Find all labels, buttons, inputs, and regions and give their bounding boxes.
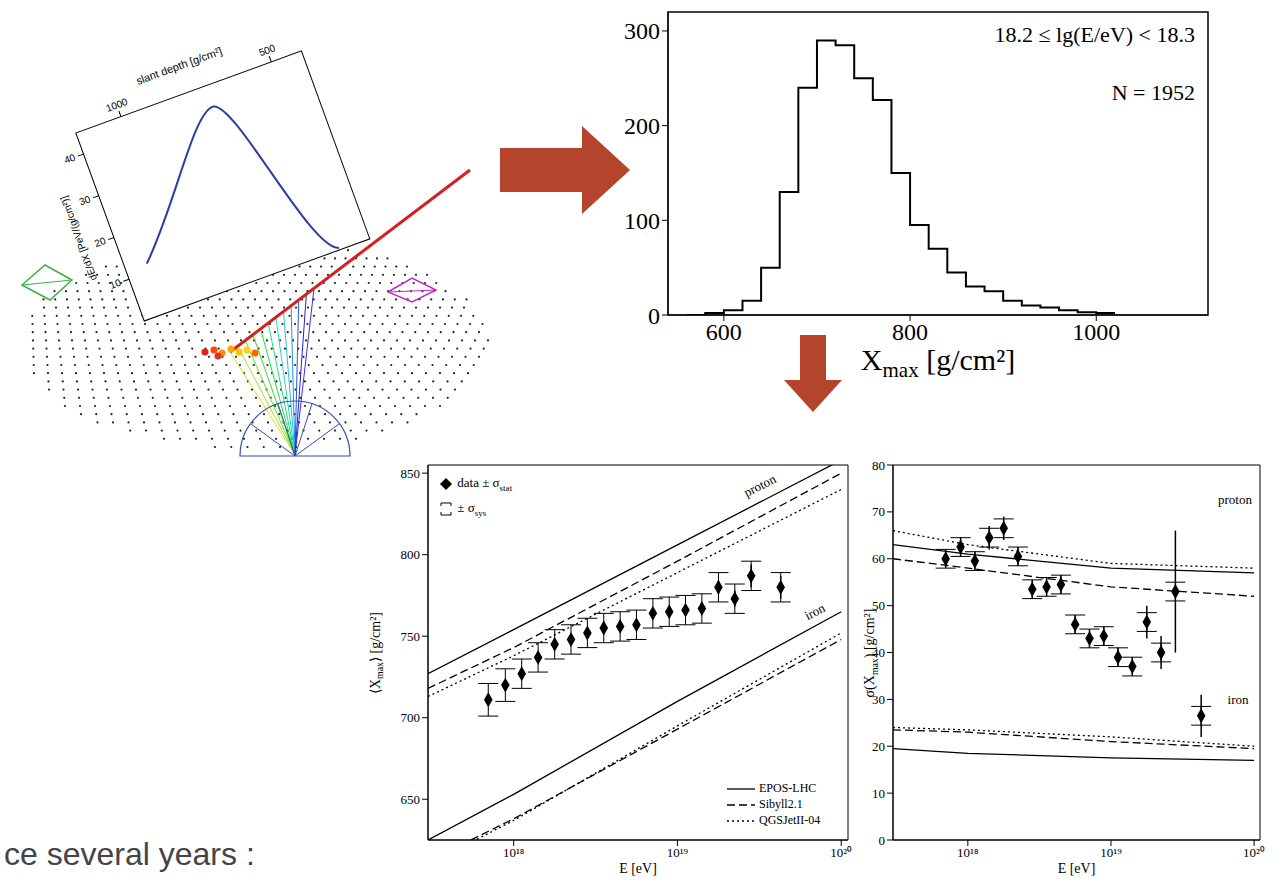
svg-text:30: 30 [78, 193, 93, 207]
svg-text:800: 800 [401, 547, 421, 562]
svg-text:700: 700 [401, 710, 421, 725]
svg-text:10²⁰: 10²⁰ [1243, 845, 1265, 860]
svg-text:10¹⁹: 10¹⁹ [1100, 845, 1122, 860]
svg-text:300: 300 [624, 18, 660, 44]
svg-text:10¹⁹: 10¹⁹ [667, 845, 689, 860]
svg-text:dE/dX [PeV/(g/cm²)]: dE/dX [PeV/(g/cm²)] [58, 195, 99, 283]
html-text:proton: proton [1218, 492, 1252, 507]
svg-text:650: 650 [401, 792, 421, 807]
html-text:⟨X: ⟨X [367, 678, 383, 694]
svg-text:10²⁰: 10²⁰ [830, 845, 852, 860]
svg-text:60: 60 [872, 551, 885, 566]
svg-text:10¹⁸: 10¹⁸ [503, 845, 525, 860]
html-text:Xmax[g/cm²]: Xmax[g/cm²] [860, 343, 1016, 382]
html-text:ce several years :: ce several years : [4, 836, 255, 872]
html-text:QGSJetII-04: QGSJetII-04 [759, 813, 821, 827]
svg-text:500: 500 [257, 42, 277, 58]
svg-text:800: 800 [892, 319, 928, 345]
svg-text:40: 40 [63, 151, 78, 165]
html-text:max: max [374, 661, 386, 679]
svg-text:1000: 1000 [1072, 319, 1120, 345]
svg-text:10¹⁸: 10¹⁸ [957, 845, 979, 860]
html-text:⟩ [g/cm²]: ⟩ [g/cm²] [367, 611, 383, 662]
html-text:E [eV]: E [eV] [1057, 861, 1096, 876]
html-text:iron: iron [1227, 692, 1249, 707]
svg-text:850: 850 [401, 466, 421, 481]
svg-text:1000: 1000 [104, 96, 129, 114]
svg-text:30: 30 [872, 692, 885, 707]
html-text:Sibyll2.1: Sibyll2.1 [759, 797, 803, 811]
svg-text:10: 10 [108, 277, 123, 291]
svg-text:100: 100 [624, 208, 660, 234]
svg-text:50: 50 [872, 598, 885, 614]
html-text:18.2 ≤ lg(E/eV) < 18.3: 18.2 ≤ lg(E/eV) < 18.3 [994, 22, 1195, 47]
html-text:data ± σstat: data ± σstat [457, 475, 513, 493]
svg-text:600: 600 [706, 319, 742, 345]
svg-text:20: 20 [872, 739, 885, 754]
svg-text:70: 70 [872, 504, 885, 519]
svg-text:0: 0 [879, 833, 886, 848]
svg-text:80: 80 [872, 458, 885, 473]
html-text:proton: proton [741, 471, 779, 500]
svg-text:slant depth [g/cm²]: slant depth [g/cm²] [134, 45, 223, 87]
html-text:max: max [868, 657, 880, 675]
html-text:iron: iron [802, 600, 828, 623]
svg-text:200: 200 [624, 113, 660, 139]
svg-text:750: 750 [401, 629, 421, 644]
html-text:EPOS-LHC: EPOS-LHC [759, 781, 817, 795]
html-text:E [eV]: E [eV] [619, 861, 657, 876]
svg-text:0: 0 [648, 303, 660, 329]
html-text:± σsys: ± σsys [457, 499, 487, 518]
html-text:σ(X: σ(X [862, 674, 878, 697]
svg-text:10: 10 [872, 786, 885, 801]
html-text:) [g/cm²]: ) [g/cm²] [862, 608, 878, 658]
html-text:N = 1952: N = 1952 [1111, 80, 1195, 105]
svg-text:20: 20 [93, 235, 108, 249]
